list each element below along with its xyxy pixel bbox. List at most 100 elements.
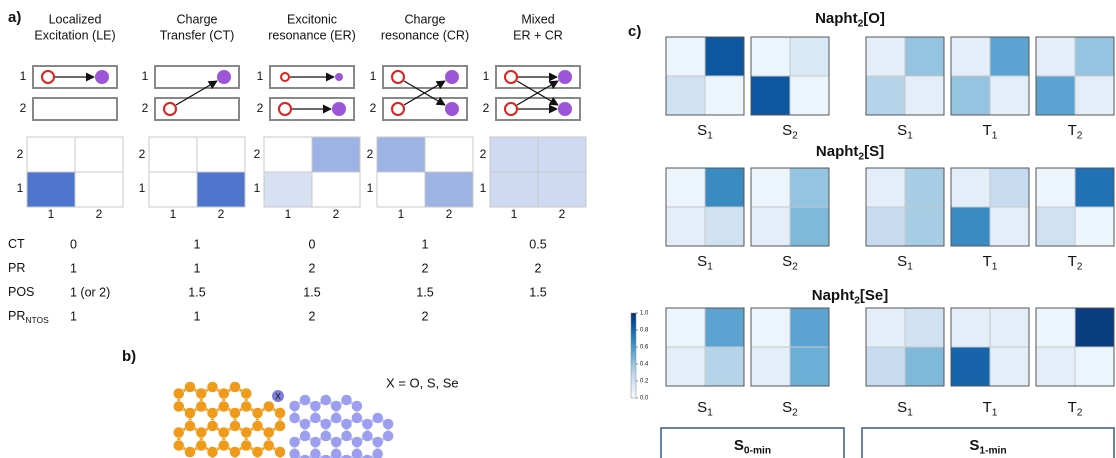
state-label-main: S (782, 399, 792, 416)
matrix-cell (951, 168, 990, 207)
atom (263, 440, 274, 451)
colorbar-tick-label: 0.8 (640, 328, 649, 334)
atom (173, 388, 184, 399)
atom (300, 395, 311, 406)
matrix-cell (790, 207, 829, 246)
colorbar-tick-label: 0.6 (640, 345, 649, 351)
colorbar-tick-label: 0.2 (640, 379, 649, 385)
state-label: S2 (782, 122, 798, 141)
atom (341, 395, 352, 406)
matrix-cell (905, 207, 944, 246)
table-value: 2 (422, 261, 429, 275)
row-label: 2 (142, 101, 149, 115)
state-label-sub: 1 (907, 407, 913, 418)
matrix-cell (751, 168, 790, 207)
state-label-main: S (782, 253, 792, 270)
matrix-cell (149, 137, 197, 172)
row-label: 1 (483, 69, 490, 83)
table-value: 1 (or 2) (70, 285, 110, 299)
matrix-cell (264, 137, 312, 172)
matrix-cell (990, 76, 1029, 115)
state-label: S1 (897, 253, 913, 272)
matrix-cell (666, 308, 705, 347)
matrix-cell (751, 308, 790, 347)
atom (252, 447, 263, 458)
matrix-cell (538, 137, 586, 172)
state-label: S1 (897, 399, 913, 418)
column-title: resonance (CR) (381, 28, 469, 42)
matrix-cell (790, 168, 829, 207)
atom (241, 401, 252, 412)
atom (372, 437, 383, 448)
electron (217, 70, 231, 84)
row-title-after: [S] (864, 143, 884, 160)
matrix-cell (490, 137, 538, 172)
state-label-main: S (782, 122, 792, 139)
matrix-cell (705, 308, 744, 347)
matrix-cell (951, 207, 990, 246)
matrix-cell (1036, 347, 1075, 386)
atom (331, 449, 342, 458)
matrix-cell (149, 172, 197, 207)
matrix-cell (951, 308, 990, 347)
figure: a) b) c) X = O, S, Se LocalizedExcitatio… (0, 0, 1116, 458)
atom (207, 408, 218, 419)
group-label-main: S (969, 437, 979, 454)
matrix-cell (1075, 76, 1114, 115)
state-label-sub: 2 (1077, 407, 1083, 418)
hole (505, 103, 517, 115)
atom (229, 447, 240, 458)
atom (207, 447, 218, 458)
matrix-cell (790, 347, 829, 386)
atom (341, 455, 352, 458)
row-title-main: Napht (815, 10, 858, 27)
axis-label: 1 (398, 207, 405, 221)
atom (218, 388, 229, 399)
state-label-sub: 1 (707, 261, 713, 272)
state-label-sub: 2 (1077, 261, 1083, 272)
matrix-cell (1036, 168, 1075, 207)
atom (351, 437, 362, 448)
table-row-label-sub: NTOS (25, 315, 49, 325)
axis-label: 2 (446, 207, 453, 221)
matrix-cell (790, 76, 829, 115)
atom (320, 455, 331, 458)
atom (173, 401, 184, 412)
electron (558, 70, 572, 84)
panel-label: b) (122, 348, 136, 365)
state-label: T2 (1068, 399, 1083, 418)
atom (196, 440, 207, 451)
atom (275, 421, 286, 432)
axis-label: 2 (333, 207, 340, 221)
atom (185, 447, 196, 458)
state-label-sub: 1 (907, 130, 913, 141)
group-label-sub: 1-min (979, 445, 1006, 456)
matrix-cell (751, 347, 790, 386)
matrix-cell (75, 172, 123, 207)
hole (281, 73, 289, 81)
table-value: 1 (194, 261, 201, 275)
atom (289, 437, 300, 448)
matrix-cell (990, 168, 1029, 207)
atom (383, 419, 394, 430)
hole (42, 71, 54, 83)
caption: X = O, S, Se (386, 375, 459, 390)
table-row-label-main: PR (8, 309, 25, 323)
state-label-sub: 1 (992, 130, 998, 141)
matrix-cell (1075, 207, 1114, 246)
table-value: 1.5 (188, 285, 205, 299)
atom (241, 388, 252, 399)
row-title: Napht2[O] (815, 10, 885, 29)
matrix-cell (197, 172, 245, 207)
state-label-main: S (697, 122, 707, 139)
column-title: resonance (ER) (268, 28, 356, 42)
row-title-after: [O] (863, 10, 885, 27)
column-title: Mixed (521, 12, 554, 26)
atom (196, 388, 207, 399)
matrix-cell (666, 347, 705, 386)
atom (185, 421, 196, 432)
table-row-label-main: PR (8, 261, 25, 275)
atom (229, 382, 240, 393)
atom (185, 408, 196, 419)
table-value: 2 (309, 261, 316, 275)
